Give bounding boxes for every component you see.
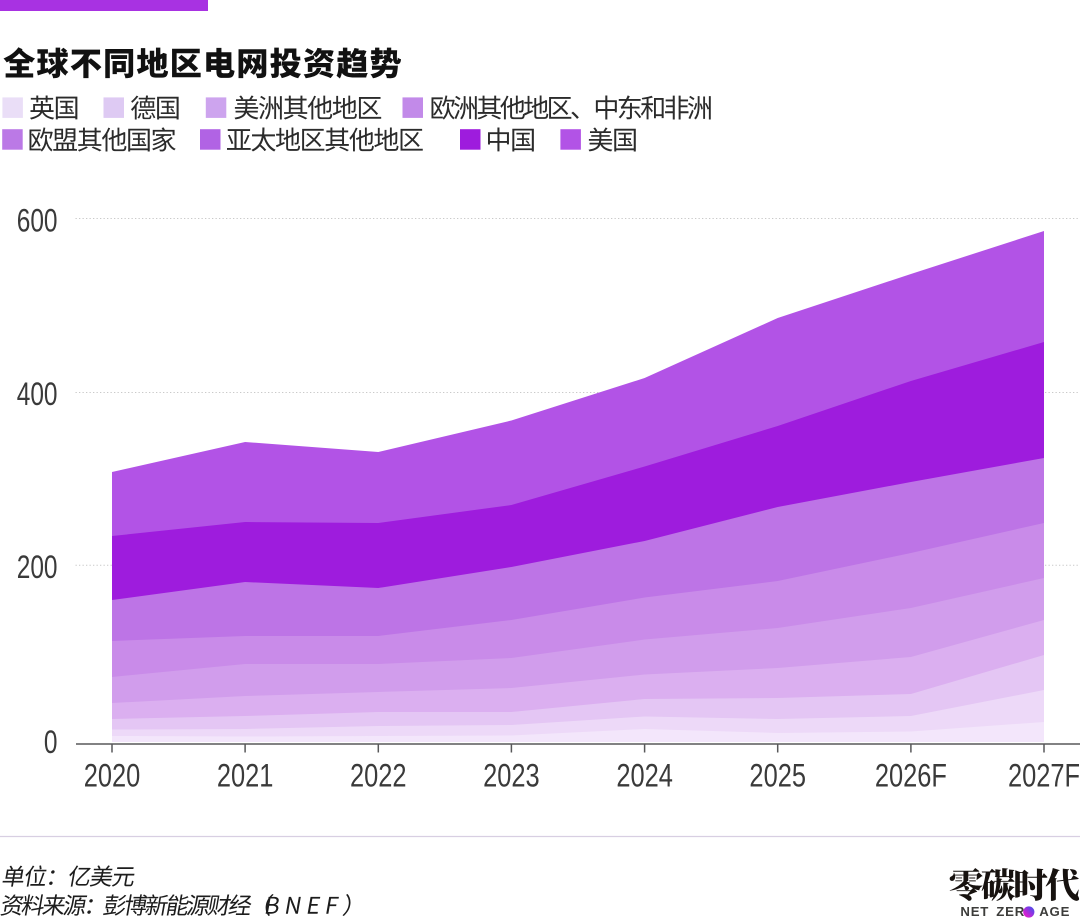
svg-text:400: 400	[17, 377, 58, 413]
svg-text:200: 200	[17, 550, 58, 586]
svg-text:2025: 2025	[749, 759, 806, 795]
svg-text:2024: 2024	[616, 759, 673, 795]
svg-text:2026F: 2026F	[875, 759, 947, 795]
svg-text:0: 0	[44, 725, 58, 761]
svg-text:2027F: 2027F	[1008, 759, 1080, 795]
svg-text:600: 600	[17, 203, 58, 239]
svg-text:2021: 2021	[217, 759, 274, 795]
svg-text:AGE: AGE	[1039, 904, 1070, 919]
svg-text:ZER: ZER	[996, 904, 1025, 919]
svg-text:2020: 2020	[84, 759, 141, 795]
svg-text:NET: NET	[960, 904, 989, 919]
svg-text:2022: 2022	[350, 759, 407, 795]
svg-text:2023: 2023	[483, 759, 540, 795]
